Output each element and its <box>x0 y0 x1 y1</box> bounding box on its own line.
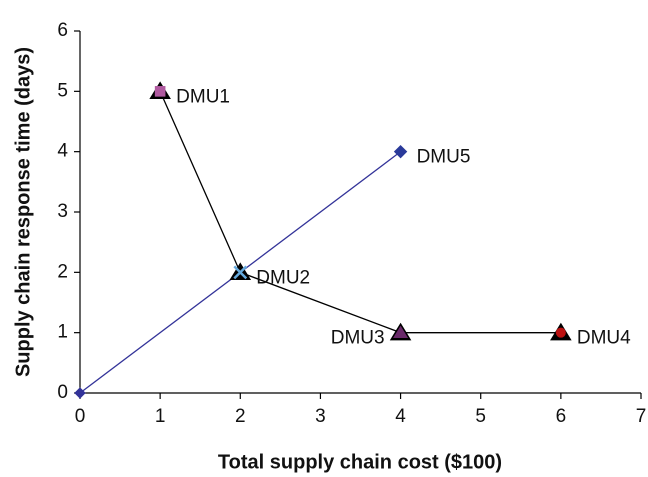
y-tick-label: 2 <box>57 261 68 282</box>
y-tick-label: 0 <box>57 382 68 403</box>
point-marker <box>393 325 409 338</box>
x-tick-label: 2 <box>235 406 246 427</box>
x-tick-label: 5 <box>475 406 486 427</box>
x-tick-label: 0 <box>75 406 86 427</box>
y-tick-label: 1 <box>57 322 68 343</box>
x-tick-label: 3 <box>315 406 326 427</box>
point-marker <box>154 86 166 97</box>
x-axis-title: Total supply chain cost ($100) <box>218 451 502 473</box>
x-tick-label: 1 <box>155 406 166 427</box>
point-label: DMU3 <box>331 328 385 349</box>
x-tick-label: 7 <box>636 406 647 427</box>
y-axis-title: Supply chain response time (days) <box>12 47 34 377</box>
y-tick-label: 3 <box>57 201 68 222</box>
point-label: DMU2 <box>256 267 310 288</box>
y-tick-label: 5 <box>57 80 68 101</box>
point-marker <box>555 327 566 338</box>
point-label: DMU5 <box>417 147 471 168</box>
point-label: DMU1 <box>176 86 230 107</box>
point-label: DMU4 <box>577 328 631 349</box>
x-tick-label: 4 <box>395 406 406 427</box>
x-tick-label: 6 <box>556 406 567 427</box>
point-marker <box>233 265 248 280</box>
series-line <box>159 91 561 334</box>
series-marker <box>74 387 86 399</box>
y-tick-label: 4 <box>57 141 68 162</box>
y-tick-label: 6 <box>57 20 68 41</box>
point-marker <box>393 144 408 159</box>
